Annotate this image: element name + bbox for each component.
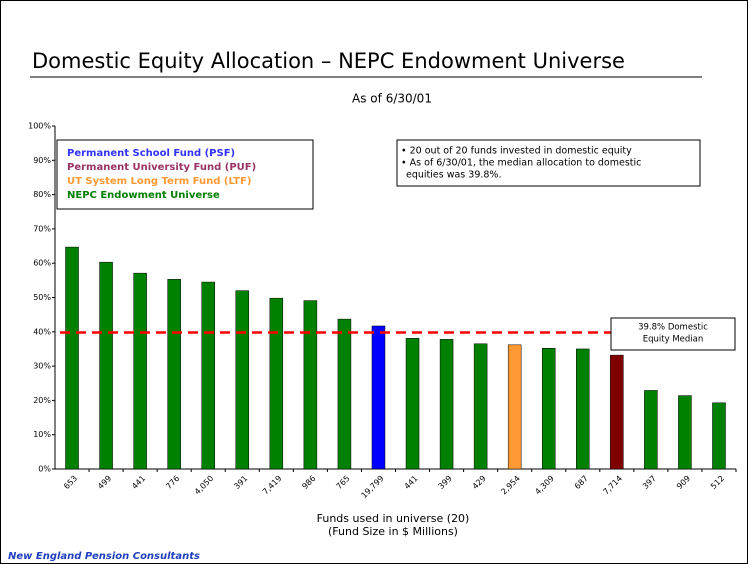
y-tick-label: 30% [33, 362, 51, 371]
y-tick-label: 50% [33, 293, 51, 302]
bar [371, 325, 386, 470]
bar [439, 339, 454, 470]
y-tick-label: 40% [33, 327, 51, 336]
bar [576, 348, 590, 470]
legend-entry: Permanent School Fund (PSF) [67, 148, 235, 159]
note-line: equities was 39.8%. [406, 170, 501, 181]
bar [99, 261, 113, 470]
bar [507, 344, 522, 470]
y-tick-label: 60% [33, 259, 51, 268]
legend-box [56, 139, 314, 210]
bar [610, 354, 624, 470]
bar [644, 390, 658, 470]
bar [235, 290, 250, 470]
bar [167, 279, 181, 470]
y-tick-label: 0% [38, 465, 51, 474]
median-label: Equity Median [643, 335, 704, 345]
bar [269, 297, 284, 470]
chart-title: Domestic Equity Allocation – NEPC Endowm… [32, 49, 625, 73]
y-tick-label: 70% [33, 224, 51, 233]
legend-entry: UT System Long Term Fund (LTF) [67, 176, 251, 187]
x-axis-label: Funds used in universe (20) [317, 512, 470, 525]
bar [405, 338, 420, 470]
footer: New England Pension Consultants [8, 551, 200, 562]
legend-entry: NEPC Endowment Universe [67, 190, 220, 201]
y-tick-label: 10% [33, 430, 51, 439]
bar [65, 246, 79, 470]
bar [303, 300, 318, 470]
bar [133, 272, 147, 470]
bar [473, 343, 488, 470]
bar [201, 281, 215, 470]
y-tick-label: 20% [33, 396, 51, 405]
y-tick-label: 80% [33, 190, 51, 199]
legend-entry: Permanent University Fund (PUF) [67, 162, 256, 173]
bar [678, 395, 692, 470]
bar [541, 348, 556, 470]
note-line: • 20 out of 20 funds invested in domesti… [401, 146, 632, 157]
chart-subtitle: As of 6/30/01 [352, 92, 432, 106]
median-label: 39.8% Domestic [638, 323, 708, 333]
note-line: • As of 6/30/01, the median allocation t… [401, 158, 641, 169]
bar [337, 318, 352, 470]
y-tick-label: 90% [33, 156, 51, 165]
x-axis-label: (Fund Size in $ Millions) [328, 525, 458, 538]
note-box [396, 139, 701, 187]
bar [712, 402, 726, 470]
median-box [610, 317, 736, 351]
y-tick-label: 100% [28, 122, 51, 131]
